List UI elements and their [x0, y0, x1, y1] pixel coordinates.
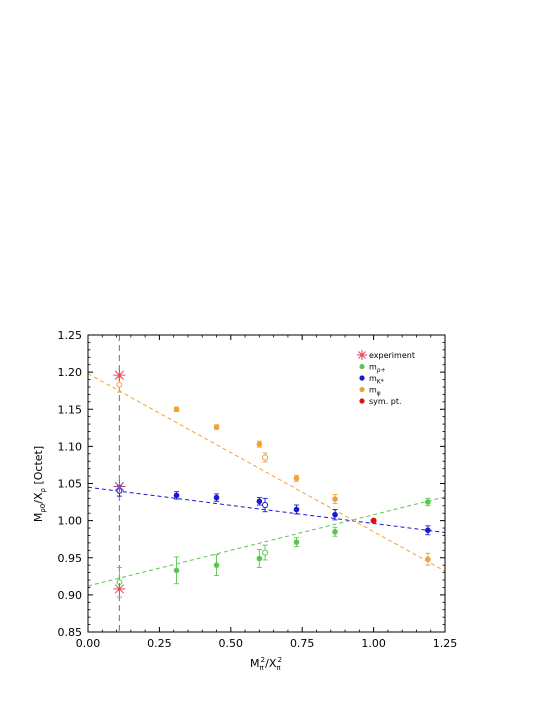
- x-tick-label-0: 0.00: [76, 637, 101, 650]
- plot-frame: [87, 334, 446, 633]
- x-axis-label: Mπ2/Xπ2: [250, 656, 282, 672]
- fit-line-m: [87, 496, 446, 587]
- y-axis-label: Mρ0/Xρ [Octet]: [32, 446, 47, 522]
- data-point-m-5: [425, 499, 431, 505]
- fit-line-m: [87, 373, 446, 572]
- symmetric-point: [370, 517, 377, 524]
- y-tick-label-1: 0.90: [58, 589, 83, 602]
- y-tick-label-2: 0.95: [58, 552, 83, 565]
- fit-lines: [87, 373, 446, 587]
- legend-label-experiment: experiment: [369, 351, 415, 360]
- legend-label-sub-m: φ: [377, 390, 381, 397]
- x-tick-label-3: 0.75: [290, 637, 315, 650]
- data-point-m-4: [332, 528, 338, 535]
- data-point-m-4: [332, 496, 338, 502]
- data-point-m-2: [256, 555, 263, 562]
- data-point-m-3: [293, 539, 300, 545]
- experiment-point-2-ray-3: [114, 584, 125, 594]
- data-points: [113, 369, 431, 595]
- data-point-m-1: [213, 562, 220, 568]
- experiment-point-2: [113, 582, 126, 595]
- x-tick-label-2: 0.50: [219, 637, 244, 650]
- legend-label-sym-pt: sym. pt.: [369, 397, 402, 406]
- experiment-point-1: [113, 480, 126, 493]
- axes: 0.00 0.25 0.50 0.75 1.00 1.25 0.85 0.90 0.95 1.00…: [58, 329, 458, 650]
- data-point-m-0: [173, 567, 180, 574]
- data-point-m-k-3: [293, 506, 300, 513]
- experiment-point-1-ray-3: [114, 481, 125, 492]
- data-point-m-3: [293, 475, 300, 482]
- legend-label-sub-m-k: K*: [377, 379, 384, 386]
- data-point-m-k-0: [173, 492, 180, 499]
- data-point-m-k-2: [256, 498, 263, 505]
- legend-label-m-k: mK*: [369, 374, 384, 386]
- data-point-m-0: [173, 406, 180, 413]
- data-point-m-k-4: [332, 511, 338, 518]
- experiment-point-0-ray-3: [114, 370, 125, 380]
- data-point-m-k-5: [425, 527, 431, 534]
- x-tick-label-1: 0.25: [147, 637, 172, 650]
- extrap-point-m: [116, 381, 123, 388]
- legend-label-main-m: m: [369, 386, 377, 395]
- error-bars: [116, 376, 431, 598]
- legend-label-main-m-k: m: [369, 374, 377, 383]
- legend-marker-m: [359, 386, 365, 393]
- x-tick-label-5: 1.25: [433, 637, 458, 650]
- open-point-m-0: [261, 454, 269, 461]
- y-tick-label-5: 1.10: [58, 440, 83, 453]
- fit-line-m-k: [87, 486, 446, 534]
- legend-label-main-sym-pt: sym. pt.: [369, 397, 402, 406]
- x-tick-label-4: 1.00: [361, 637, 386, 650]
- legend-marker-m: [359, 363, 365, 370]
- y-tick-label-6: 1.15: [58, 403, 83, 416]
- legend-label-main-experiment: experiment: [369, 351, 415, 360]
- data-point-m-1: [213, 424, 220, 430]
- legend-label-sub-m: ρ+: [377, 367, 386, 374]
- open-point-m-k-0: [261, 501, 269, 509]
- data-point-m-k-1: [213, 494, 220, 501]
- y-tick-label-3: 1.00: [58, 515, 83, 528]
- legend-marker-sym-pt: [359, 398, 365, 404]
- y-tick-label-4: 1.05: [58, 478, 83, 491]
- y-tick-label-0: 0.85: [58, 626, 83, 639]
- y-tick-label-7: 1.20: [58, 366, 83, 379]
- legend-label-m: mρ+: [369, 363, 386, 375]
- open-point-m-0: [261, 549, 269, 556]
- data-point-m-2: [256, 441, 263, 447]
- legend-marker-experiment-ray-3: [358, 351, 366, 359]
- legend-label-m: mφ: [369, 386, 381, 398]
- experiment-point-0: [113, 369, 126, 382]
- legend-marker-m-k: [359, 375, 365, 381]
- data-point-m-5: [425, 556, 431, 563]
- legend-label-main-m: m: [369, 363, 377, 372]
- y-tick-label-8: 1.25: [58, 329, 83, 342]
- legend-marker-experiment: [357, 350, 367, 360]
